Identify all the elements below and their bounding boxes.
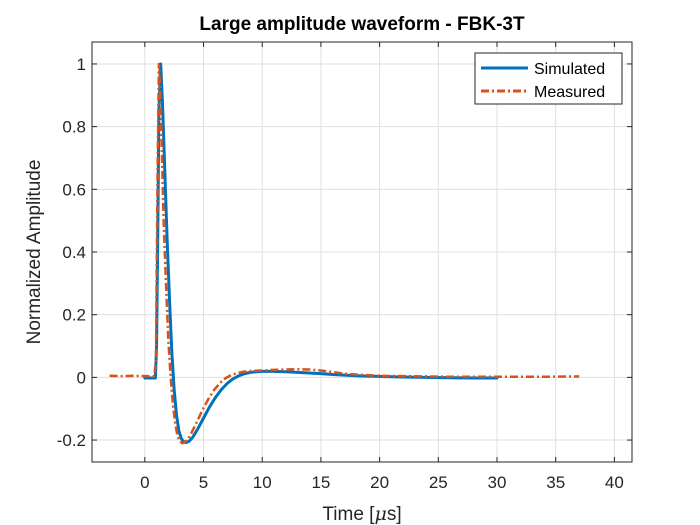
- x-tick-label: 20: [370, 473, 389, 492]
- x-tick-label: 25: [429, 473, 448, 492]
- tick-marks: [92, 42, 632, 462]
- x-tick-label: 30: [488, 473, 507, 492]
- chart-title: Large amplitude waveform - FBK-3T: [199, 14, 525, 35]
- series-simulated-line: [143, 62, 499, 445]
- x-tick-label: 10: [253, 473, 272, 492]
- x-axis-label-tail: s]: [387, 504, 402, 525]
- plot-area: 0 5 10 15 20 25 30 35 40 -0.2 0 0.2 0.4 0.6 0.8 1: [57, 41, 633, 492]
- x-tick-label: 35: [546, 473, 565, 492]
- x-axis-label-main: Time [: [322, 504, 375, 525]
- series-measured-line: [109, 62, 580, 445]
- y-tick-label: 0.4: [62, 243, 86, 262]
- legend: Simulated Measured: [474, 52, 623, 105]
- x-tick-label: 0: [140, 473, 149, 492]
- y-tick-label: -0.2: [57, 431, 86, 450]
- x-axis-label-mu: μ: [374, 503, 386, 525]
- y-axis-label: Normalized Amplitude: [24, 160, 45, 345]
- tick-labels: 0 5 10 15 20 25 30 35 40 -0.2 0 0.2 0.4 0.6 0.8 1: [57, 55, 624, 492]
- y-tick-label: 0.2: [62, 306, 86, 325]
- y-tick-label: 0: [77, 368, 86, 387]
- x-axis-label: Time [μs]: [322, 503, 401, 525]
- legend-label-measured: Measured: [534, 84, 605, 101]
- legend-label-simulated: Simulated: [534, 61, 605, 78]
- x-tick-label: 40: [605, 473, 624, 492]
- x-tick-label: 5: [199, 473, 208, 492]
- y-tick-label: 1: [77, 55, 86, 74]
- legend-box: [474, 52, 623, 105]
- x-tick-label: 15: [311, 473, 330, 492]
- y-tick-label: 0.6: [62, 180, 86, 199]
- y-tick-label: 0.8: [62, 118, 86, 137]
- series-layer: [109, 62, 580, 445]
